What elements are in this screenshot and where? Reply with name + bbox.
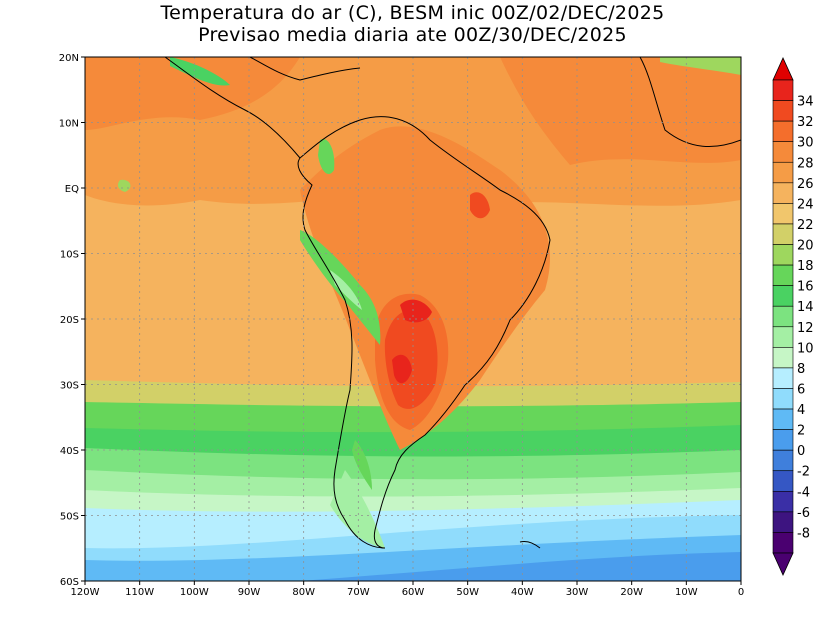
y-tick-label: EQ xyxy=(65,184,79,195)
colorbar-label: 18 xyxy=(797,259,814,274)
colorbar-label: 26 xyxy=(797,177,814,192)
colorbar-swatch xyxy=(772,100,794,122)
longitude-axis: 120W 110W 100W 90W 80W 70W 60W 50W 40W 30W 20W 10W 0 xyxy=(71,581,744,598)
x-tick-label: 10W xyxy=(675,587,698,598)
colorbar-label: 0 xyxy=(797,444,805,459)
y-tick-label: 60S xyxy=(60,577,79,588)
colorbar-label: 6 xyxy=(797,382,805,397)
x-tick-label: 70W xyxy=(347,587,370,598)
x-tick-label: 60W xyxy=(402,587,425,598)
colorbar-swatch xyxy=(772,388,794,410)
colorbar-label: 16 xyxy=(797,280,814,295)
y-tick-label: 20S xyxy=(60,315,79,326)
colorbar-swatch xyxy=(772,120,794,142)
colorbar-swatch xyxy=(772,141,794,163)
colorbar-swatch xyxy=(772,367,794,389)
map-title: Temperatura do ar (C), BESM inic 00Z/02/… xyxy=(160,2,665,24)
x-tick-label: 120W xyxy=(71,587,100,598)
colorbar-swatch xyxy=(772,408,794,430)
colorbar-label: 22 xyxy=(797,218,814,233)
y-tick-label: 10N xyxy=(59,119,79,130)
y-tick-label: 30S xyxy=(60,381,79,392)
x-tick-label: 20W xyxy=(620,587,643,598)
map-subtitle: Previsao media diaria ate 00Z/30/DEC/202… xyxy=(198,24,627,46)
x-tick-label: 80W xyxy=(292,587,315,598)
coastlines xyxy=(164,57,741,549)
colorbar-label: 30 xyxy=(797,136,814,151)
colorbar-label: 10 xyxy=(797,341,814,356)
x-tick-label: 50W xyxy=(456,587,479,598)
colorbar-label: 2 xyxy=(797,424,805,439)
colorbar-label: 28 xyxy=(797,156,814,171)
colorbar-label: 4 xyxy=(797,403,805,418)
colorbar-label: 34 xyxy=(797,95,814,110)
colorbar-label: 8 xyxy=(797,362,805,377)
colorbar-swatch xyxy=(772,326,794,348)
colorbar-swatch xyxy=(772,511,794,533)
colorbar-label: 32 xyxy=(797,115,814,130)
colorbar-swatch xyxy=(772,79,794,101)
colorbar-label: 14 xyxy=(797,300,814,315)
colorbar-swatch xyxy=(772,429,794,451)
colorbar-swatch xyxy=(772,264,794,286)
colorbar-label: -4 xyxy=(797,485,810,500)
colorbar-label: -6 xyxy=(797,506,810,521)
colorbar-swatch xyxy=(772,223,794,245)
x-tick-label: 100W xyxy=(180,587,209,598)
map-grid xyxy=(85,57,741,581)
colorbar-top-arrow xyxy=(772,57,794,81)
x-tick-label: 90W xyxy=(238,587,261,598)
colorbar-swatch xyxy=(772,305,794,328)
colorbar-swatch xyxy=(772,244,794,266)
y-tick-label: 40S xyxy=(60,446,79,457)
latitude-axis: 20N 10N EQ 10S 20S 30S 40S 50S 60S xyxy=(59,53,85,588)
temperature-field xyxy=(85,57,741,581)
colorbar-swatch xyxy=(772,347,794,369)
colorbar-label: 24 xyxy=(797,197,814,212)
colorbar-label: 20 xyxy=(797,239,814,254)
x-tick-label: 110W xyxy=(125,587,154,598)
colorbar-label: 12 xyxy=(797,321,814,336)
x-tick-label: 40W xyxy=(511,587,534,598)
colorbar-label: -2 xyxy=(797,465,810,480)
x-tick-label: 30W xyxy=(566,587,589,598)
colorbar-swatch xyxy=(772,491,794,513)
x-tick-label: 0 xyxy=(738,587,744,598)
colorbar-label: -8 xyxy=(797,526,810,541)
colorbar-bottom-arrow xyxy=(772,552,794,576)
colorbar-swatch xyxy=(772,182,794,204)
y-tick-label: 10S xyxy=(60,250,79,261)
colorbar-swatch xyxy=(772,285,794,307)
y-tick-label: 50S xyxy=(60,512,79,523)
colorbar-swatch xyxy=(772,449,794,472)
colorbar-swatch xyxy=(772,203,794,225)
colorbar-swatch xyxy=(772,532,794,554)
y-tick-label: 20N xyxy=(59,53,79,64)
colorbar-swatch xyxy=(772,470,794,492)
colorbar-swatch xyxy=(772,161,794,184)
